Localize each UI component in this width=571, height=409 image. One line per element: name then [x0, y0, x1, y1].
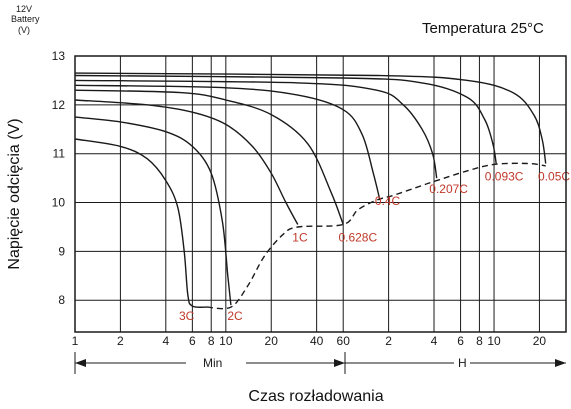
plot-area-frame — [74, 55, 567, 333]
x-tick-label: 4 — [431, 334, 438, 348]
y-tick-label: 8 — [58, 293, 65, 307]
y-tick-labels: 8 9 10 11 12 13 — [52, 49, 66, 307]
curve-0-628C — [74, 89, 344, 225]
x-tick-label: 20 — [533, 334, 547, 348]
min-range-indicator: Min — [74, 352, 346, 374]
x-tick-label: 6 — [189, 334, 196, 348]
corner-label-line-1: 12V — [16, 4, 32, 14]
y-tick-label: 13 — [52, 49, 66, 63]
curve-0-05C — [74, 72, 547, 164]
x-tick-label: 8 — [208, 334, 215, 348]
hour-range-label: H — [458, 356, 467, 370]
curve-0-207C — [74, 79, 438, 179]
x-tick-label: 20 — [265, 334, 279, 348]
min-range-label: Min — [203, 356, 222, 370]
curve-2C — [74, 116, 232, 306]
x-tick-label: 8 — [476, 334, 483, 348]
curve-label: 1C — [292, 231, 308, 245]
x-tick-label: 60 — [337, 334, 351, 348]
x-tick-label: 40 — [310, 334, 324, 348]
y-tick-label: 10 — [52, 196, 66, 210]
x-tick-label: 10 — [219, 334, 233, 348]
curve-labels: 3C 2C 1C 0.628C 0.4C 0.207C 0.093C 0.05C — [179, 170, 570, 323]
x-tick-label: 2 — [117, 334, 124, 348]
y-tick-label: 11 — [53, 147, 66, 161]
x-tick-label: 2 — [385, 334, 392, 348]
x-tick-labels: 1 2 4 6 8 10 20 40 60 2 4 6 8 10 20 — [72, 334, 547, 348]
arrow-right-icon — [334, 359, 345, 367]
x-tick-label: 1 — [72, 334, 79, 348]
curve-0-4C — [74, 84, 381, 201]
corner-label-line-2: Battery — [11, 14, 40, 24]
curve-label: 2C — [227, 309, 243, 323]
curve-label: 0.093C — [485, 170, 524, 184]
discharge-curves — [74, 72, 547, 308]
y-axis-title: Napięcie odcięcia (V) — [6, 118, 23, 269]
hour-range-indicator: H — [345, 356, 566, 370]
curve-1C — [74, 99, 299, 225]
y-tick-label: 12 — [52, 98, 66, 112]
chart-title: Temperatura 25°C — [422, 20, 544, 37]
curve-label: 3C — [179, 309, 195, 323]
curve-label: 0.628C — [338, 231, 377, 245]
curve-0-093C — [74, 74, 497, 164]
curve-label: 0.207C — [429, 182, 468, 196]
x-axis-title: Czas rozładowania — [248, 388, 383, 405]
curve-label: 0.05C — [538, 170, 570, 184]
arrow-right-icon — [555, 359, 566, 367]
y-tick-label: 9 — [58, 244, 65, 258]
curve-3C — [74, 138, 208, 308]
corner-label-line-3: (V) — [18, 25, 30, 35]
x-tick-label: 4 — [162, 334, 169, 348]
x-tick-label: 10 — [487, 334, 501, 348]
x-tick-label: 6 — [457, 334, 464, 348]
arrow-left-icon — [75, 359, 86, 367]
curve-label: 0.4C — [375, 194, 401, 208]
